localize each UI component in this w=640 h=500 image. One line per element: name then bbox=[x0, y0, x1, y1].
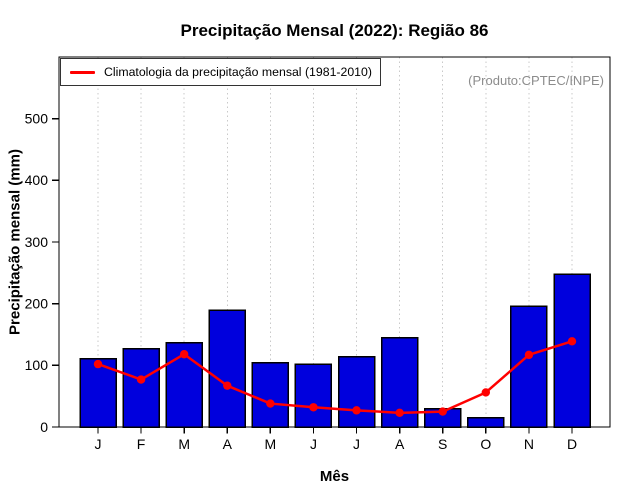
chart-title: Precipitação Mensal (2022): Região 86 bbox=[180, 21, 489, 40]
x-tick-label-2: M bbox=[178, 436, 190, 452]
y-tick-label: 300 bbox=[25, 234, 49, 250]
climatology-line bbox=[93, 337, 577, 418]
gridlines bbox=[97, 57, 573, 427]
bars-group bbox=[79, 273, 591, 428]
climatology-point-9 bbox=[481, 388, 491, 397]
climatology-point-3 bbox=[223, 381, 232, 390]
x-tick-label-3: A bbox=[223, 436, 233, 452]
climatology-point-2 bbox=[179, 350, 189, 359]
bar-M-4 bbox=[251, 362, 290, 428]
bar-J-6 bbox=[337, 355, 376, 428]
y-axis-label: Precipitação mensal (mm) bbox=[6, 149, 24, 335]
x-tick-label-1: F bbox=[137, 436, 146, 452]
y-axis: 0 100 200 300 400 500 bbox=[25, 111, 59, 435]
x-tick-label-5: J bbox=[310, 436, 317, 452]
climatology-point-4 bbox=[266, 399, 275, 408]
x-tick-label-9: O bbox=[480, 436, 491, 452]
climatology-point-0 bbox=[93, 359, 103, 369]
climatology-point-10 bbox=[524, 350, 534, 360]
x-tick-label-4: M bbox=[265, 436, 277, 452]
x-tick-label-10: N bbox=[524, 436, 534, 452]
climatology-point-1 bbox=[136, 375, 146, 384]
legend: Climatologia da precipitação mensal (198… bbox=[60, 58, 381, 86]
y-tick-label: 100 bbox=[25, 357, 49, 373]
legend-line-swatch bbox=[70, 70, 95, 74]
climatology-point-8 bbox=[438, 407, 447, 416]
climatology-point-5 bbox=[309, 403, 318, 412]
climatology-point-6 bbox=[352, 406, 361, 415]
bar-O-9 bbox=[467, 417, 505, 428]
bar-D-11 bbox=[553, 273, 591, 428]
bar-A-3 bbox=[208, 309, 247, 428]
x-tick-label-6: J bbox=[353, 436, 360, 452]
legend-label: Climatologia da precipitação mensal (198… bbox=[104, 65, 372, 79]
x-axis-label: Mês bbox=[319, 468, 350, 485]
x-tick-label-8: S bbox=[438, 436, 447, 452]
x-tick-label-11: D bbox=[567, 436, 577, 452]
y-tick-label: 400 bbox=[25, 172, 49, 188]
watermark-text: (Produto:CPTEC/INPE) bbox=[468, 73, 604, 88]
y-tick-label: 0 bbox=[40, 419, 48, 435]
bar-J-0 bbox=[79, 357, 117, 428]
bar-J-5 bbox=[294, 363, 333, 428]
x-tick-label-7: A bbox=[395, 436, 405, 452]
bar-F-1 bbox=[122, 347, 160, 428]
y-tick-label: 200 bbox=[25, 296, 49, 312]
x-tick-label-0: J bbox=[95, 436, 102, 452]
climatology-point-7 bbox=[395, 408, 404, 418]
climatology-point-11 bbox=[567, 337, 577, 346]
y-tick-label: 500 bbox=[25, 111, 49, 127]
